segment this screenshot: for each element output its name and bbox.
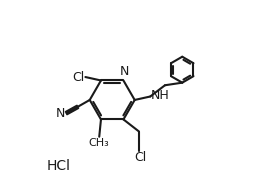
Text: N: N: [120, 65, 129, 78]
Text: Cl: Cl: [134, 152, 146, 164]
Text: Cl: Cl: [72, 70, 84, 84]
Text: NH: NH: [151, 89, 170, 102]
Text: HCl: HCl: [47, 159, 70, 173]
Text: N: N: [56, 107, 66, 120]
Text: CH₃: CH₃: [89, 138, 110, 148]
